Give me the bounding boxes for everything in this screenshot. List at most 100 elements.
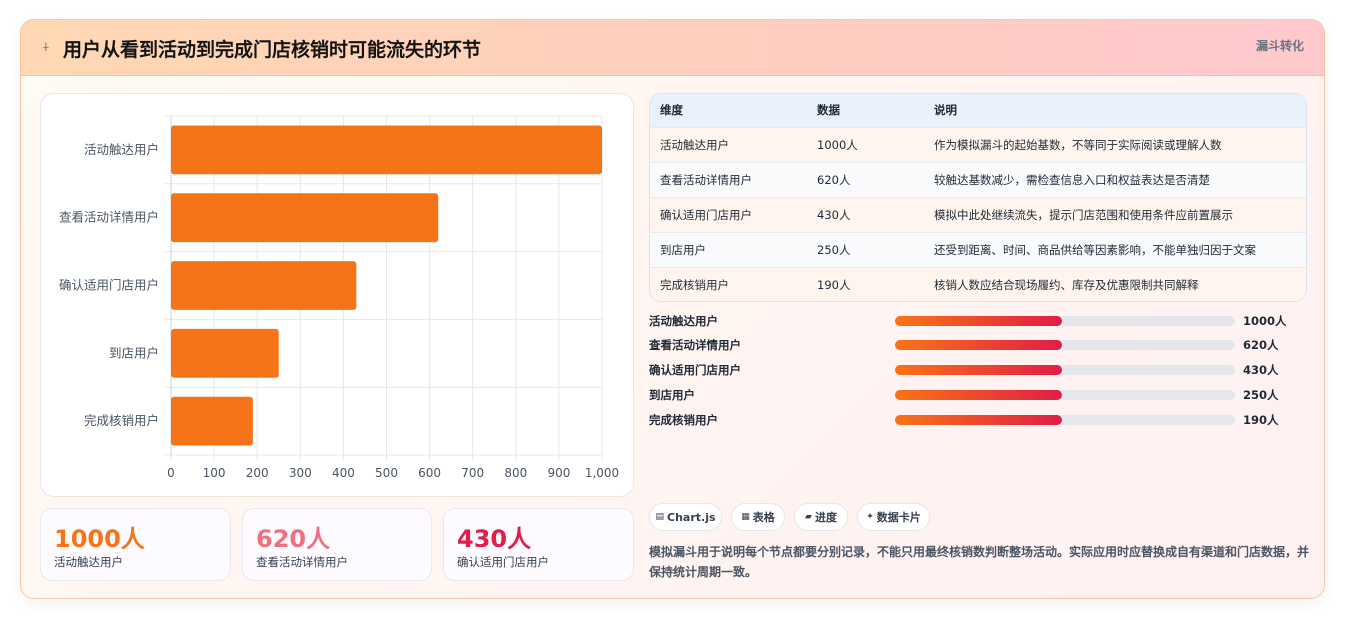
card-header: ⍭ 用户从看到活动到完成门店核销时可能流失的环节 漏斗转化 xyxy=(21,20,1324,76)
x-tick-label: 800 xyxy=(504,466,527,480)
progress-label: 活动触达用户 xyxy=(649,314,718,328)
footnote: 模拟漏斗用于说明每个节点都要分别记录，不能只用最终核销数判断整场活动。实际应用时… xyxy=(649,545,1310,579)
progress-fill xyxy=(895,316,1062,326)
stat-label: 活动触达用户 xyxy=(54,555,123,569)
stat-label: 确认适用门店用户 xyxy=(457,555,549,569)
progress-fill xyxy=(895,415,1062,425)
progress-value: 430人 xyxy=(1243,363,1279,377)
progress-track xyxy=(895,340,1235,350)
y-tick-label: 活动触达用户 xyxy=(84,142,159,157)
progress-track xyxy=(895,365,1235,375)
progress-track xyxy=(895,415,1235,425)
chip-table[interactable]: ▦ 表格 xyxy=(731,503,785,531)
y-tick-label: 确认适用门店用户 xyxy=(59,278,159,293)
bar xyxy=(171,193,439,243)
progress-label: 确认适用门店用户 xyxy=(649,363,741,377)
stat-card-store: 430人 确认适用门店用户 xyxy=(443,508,634,581)
bar xyxy=(171,125,602,175)
funnel-card: ⍭ 用户从看到活动到完成门店核销时可能流失的环节 漏斗转化 0 100 200 300… xyxy=(20,19,1325,599)
table-header-row: 维度 数据 说明 xyxy=(650,94,1306,127)
stat-value: 430人 xyxy=(457,525,532,553)
progress-value: 1000人 xyxy=(1243,314,1287,328)
progress-value: 250人 xyxy=(1243,388,1279,402)
table-cell: 确认适用门店用户 xyxy=(660,207,752,222)
progress-row: 到店用户 250人 xyxy=(649,387,1309,403)
col-header-data: 数据 xyxy=(817,103,840,118)
chip-label: 进度 xyxy=(814,511,837,524)
table-cell: 模拟中此处继续流失，提示门店范围和使用条件应前置展示 xyxy=(934,207,1233,222)
table-icon: ▦ xyxy=(741,512,750,522)
table-cell: 190人 xyxy=(817,277,851,292)
progress-fill xyxy=(895,365,1062,375)
progress-label: 查看活动详情用户 xyxy=(649,338,741,352)
progress-track xyxy=(895,390,1235,400)
page-title: 用户从看到活动到完成门店核销时可能流失的环节 xyxy=(63,39,482,61)
table-row: 到店用户 250人 还受到距离、时间、商品供给等因素影响，不能单独归因于文案 xyxy=(650,232,1306,267)
progress-row: 完成核销用户 190人 xyxy=(649,412,1309,428)
progress-value: 620人 xyxy=(1243,338,1279,352)
table-row: 查看活动详情用户 620人 较触达基数减少，需检查信息入口和权益表达是否清楚 xyxy=(650,162,1306,197)
y-tick-label: 完成核销用户 xyxy=(84,413,159,428)
table-cell: 620人 xyxy=(817,172,851,187)
chip-chartjs[interactable]: ▤ Chart.js xyxy=(649,503,722,531)
bar xyxy=(171,261,357,310)
chip-label: 数据卡片 xyxy=(876,511,921,524)
y-tick-label: 查看活动详情用户 xyxy=(59,210,159,225)
progress-fill xyxy=(895,390,1062,400)
progress-label: 完成核销用户 xyxy=(649,413,718,427)
chip-data-card[interactable]: ✦ 数据卡片 xyxy=(857,503,930,531)
bar xyxy=(171,396,253,446)
table-cell: 较触达基数减少，需检查信息入口和权益表达是否清楚 xyxy=(934,172,1210,187)
y-tick-label: 到店用户 xyxy=(109,345,159,360)
col-header-dimension: 维度 xyxy=(660,103,683,118)
progress-icon: ▰ xyxy=(805,512,812,522)
x-tick-label: 100 xyxy=(203,466,226,480)
bar xyxy=(171,328,279,378)
x-tick-label: 300 xyxy=(289,466,312,480)
stat-label: 查看活动详情用户 xyxy=(256,555,348,569)
table-row: 确认适用门店用户 430人 模拟中此处继续流失，提示门店范围和使用条件应前置展示 xyxy=(650,197,1306,232)
table-cell: 查看活动详情用户 xyxy=(660,172,752,187)
table-cell: 核销人数应结合现场履约、库存及优惠限制共同解释 xyxy=(934,277,1199,292)
table-cell: 430人 xyxy=(817,207,851,222)
x-tick-label: 500 xyxy=(375,466,398,480)
col-header-description: 说明 xyxy=(934,103,957,118)
table-cell: 到店用户 xyxy=(660,242,706,257)
x-tick-label: 1,000 xyxy=(585,466,619,480)
x-tick-label: 600 xyxy=(418,466,441,480)
data-table: 维度 数据 说明 活动触达用户 1000人 作为模拟漏斗的起始基数，不等同于实际… xyxy=(649,93,1307,302)
table-cell: 完成核销用户 xyxy=(660,277,729,292)
stat-value: 620人 xyxy=(256,525,331,553)
x-tick-label: 400 xyxy=(332,466,355,480)
funnel-icon: ⍭ xyxy=(42,40,50,55)
table-cell: 活动触达用户 xyxy=(660,137,729,152)
chart-icon: ▤ xyxy=(655,512,664,522)
funnel-bar-chart: 0 100 200 300 400 500 600 700 800 900 1,000 活动触达用户查… xyxy=(40,93,634,497)
x-tick-label: 0 xyxy=(167,466,175,480)
progress-label: 到店用户 xyxy=(649,388,695,402)
x-tick-label: 200 xyxy=(246,466,269,480)
bar-chart-svg: 0 100 200 300 400 500 600 700 800 900 1,000 活动触达用户查… xyxy=(59,115,619,480)
table-row: 活动触达用户 1000人 作为模拟漏斗的起始基数，不等同于实际阅读或理解人数 xyxy=(650,127,1306,162)
progress-value: 190人 xyxy=(1243,413,1279,427)
progress-row: 确认适用门店用户 430人 xyxy=(649,362,1309,378)
progress-row: 活动触达用户 1000人 xyxy=(649,313,1309,329)
x-tick-label: 900 xyxy=(547,466,570,480)
progress-track xyxy=(895,316,1235,326)
table-cell: 还受到距离、时间、商品供给等因素影响，不能单独归因于文案 xyxy=(934,242,1256,257)
stat-card-reach: 1000人 活动触达用户 xyxy=(40,508,231,581)
progress-row: 查看活动详情用户 620人 xyxy=(649,337,1309,353)
stat-card-detail: 620人 查看活动详情用户 xyxy=(242,508,432,581)
category-tag: 漏斗转化 xyxy=(1255,39,1304,53)
chip-label: Chart.js xyxy=(667,510,716,524)
table-cell: 250人 xyxy=(817,242,851,257)
progress-fill xyxy=(895,340,1062,350)
table-cell: 1000人 xyxy=(817,137,858,152)
x-tick-label: 700 xyxy=(461,466,484,480)
chip-label: 表格 xyxy=(752,511,775,524)
sparkle-icon: ✦ xyxy=(866,512,874,522)
stat-value: 1000人 xyxy=(54,525,145,553)
chip-progress[interactable]: ▰ 进度 xyxy=(794,503,848,531)
table-row: 完成核销用户 190人 核销人数应结合现场履约、库存及优惠限制共同解释 xyxy=(650,267,1306,301)
table-cell: 作为模拟漏斗的起始基数，不等同于实际阅读或理解人数 xyxy=(934,137,1222,152)
